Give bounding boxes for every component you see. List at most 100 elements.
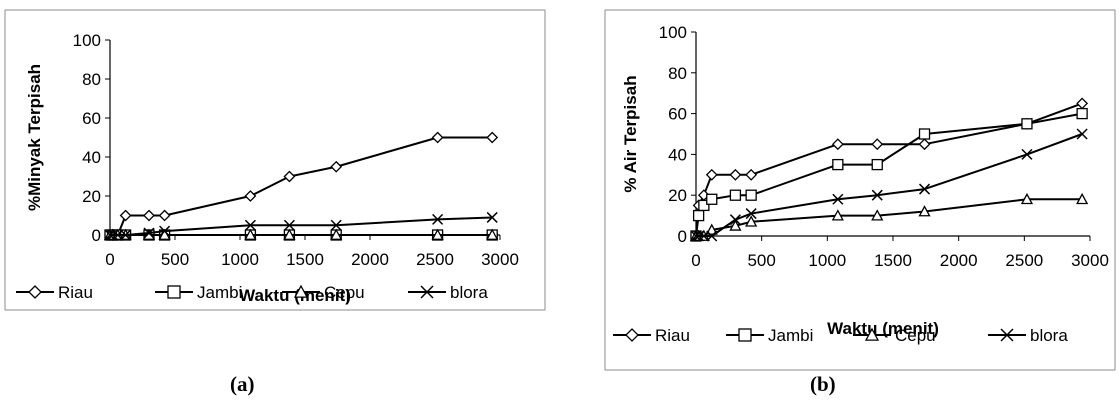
data-point-blora [745,208,757,220]
legend-label: Cepu [895,326,936,345]
data-point-riau [486,131,499,144]
legend: Riau Jambi Cepu blora [16,283,488,302]
data-point-jambi [698,199,710,212]
data-point-jambi [745,189,757,201]
legend-label: blora [1030,326,1068,345]
y-tick-label: 60 [82,109,101,128]
data-point-jambi [729,189,742,201]
y-tick-label: 20 [668,186,687,205]
legend-marker-cepu [293,284,309,298]
data-point-blora [244,219,256,231]
data-point-riau [244,190,257,202]
x-tick-label: 1000 [221,250,259,269]
caption-a: (a) [230,372,255,396]
legend-marker-blora [420,285,434,299]
y-tick-label: 0 [678,227,687,246]
data-point-cepu [831,209,844,221]
data-point-cepu [330,228,343,240]
data-point-riau [158,209,171,222]
data-point-jambi [871,158,883,171]
y-tick-label: 80 [82,70,101,89]
legend-item-blora: blora [988,326,1068,345]
data-point-riau [729,168,742,181]
data-point-blora [107,229,119,241]
legend-item-riau: Riau [613,326,690,345]
series-blora [690,128,1088,242]
data-point-cepu [283,228,296,240]
data-point-riau [705,168,718,181]
legend-marker-jambi [167,285,181,299]
x-tick-label: 2000 [351,250,389,269]
data-point-blora [693,230,705,242]
legend-label: Cepu [324,283,365,302]
data-point-cepu [871,209,884,221]
series-jambi [690,107,1088,242]
data-point-cepu [918,205,931,217]
y-tick-label: 100 [73,31,101,50]
data-point-jambi [1076,107,1088,120]
data-point-cepu [1020,192,1034,205]
x-tick-label: 0 [691,251,700,270]
legend-label: Jambi [768,326,813,345]
series-blora [104,211,498,241]
chart-frame [604,9,1116,371]
legend-item-jambi: Jambi [726,326,813,345]
data-point-blora [104,229,116,241]
legend-label: Riau [655,326,690,345]
x-tick-label: 2000 [940,251,978,270]
data-point-cepu [1076,192,1089,205]
x-tick-label: 500 [747,251,775,270]
data-point-cepu [486,228,499,240]
x-tick-label: 3000 [481,250,519,269]
x-tick-label: 500 [161,250,189,269]
data-point-blora [330,219,342,231]
y-tick-label: 60 [668,105,687,124]
data-point-riau [330,160,343,173]
x-tick-label: 3000 [1071,251,1109,270]
data-point-blora [432,213,444,225]
legend-item-blora: blora [408,283,488,302]
legend: Riau Jambi Cepu blora [613,326,1068,345]
legend-marker-riau [625,328,639,342]
legend-marker-riau [28,285,42,299]
data-point-cepu [431,228,444,240]
data-point-blora [143,227,155,239]
legend-marker-cepu [864,327,880,341]
data-point-blora [120,229,132,241]
data-point-cepu [745,215,758,227]
data-point-cepu [729,219,742,231]
data-point-blora [918,183,931,195]
data-point-cepu [705,223,718,235]
data-point-riau [831,138,844,151]
data-point-blora [832,193,844,205]
x-tick-label: 1500 [286,250,324,269]
data-point-blora [871,189,883,201]
data-point-jambi [706,193,718,205]
y-axis-label: %Minyak Terpisah [25,64,44,211]
y-tick-label: 100 [659,23,687,42]
data-point-blora [1021,148,1033,160]
data-point-blora [486,211,498,223]
x-tick-label: 0 [105,250,114,269]
data-point-blora [729,214,741,226]
data-point-jambi [1021,118,1033,130]
series-riau [690,97,1089,242]
data-point-riau [918,138,931,151]
legend-item-riau: Riau [16,283,93,302]
caption-b: (b) [810,372,836,396]
legend-item-cepu: Cepu [282,283,365,302]
x-tick-label: 1000 [808,251,846,270]
data-point-riau [119,209,132,222]
data-point-jambi [692,209,705,222]
x-axis-label: Waktu (menit) [239,286,351,305]
data-point-blora [283,219,295,231]
y-tick-label: 20 [82,187,101,206]
data-point-riau [745,168,758,181]
data-point-jambi [832,158,844,171]
data-point-cepu [244,228,257,240]
data-point-jambi [918,128,931,140]
y-tick-label: 40 [82,148,101,167]
